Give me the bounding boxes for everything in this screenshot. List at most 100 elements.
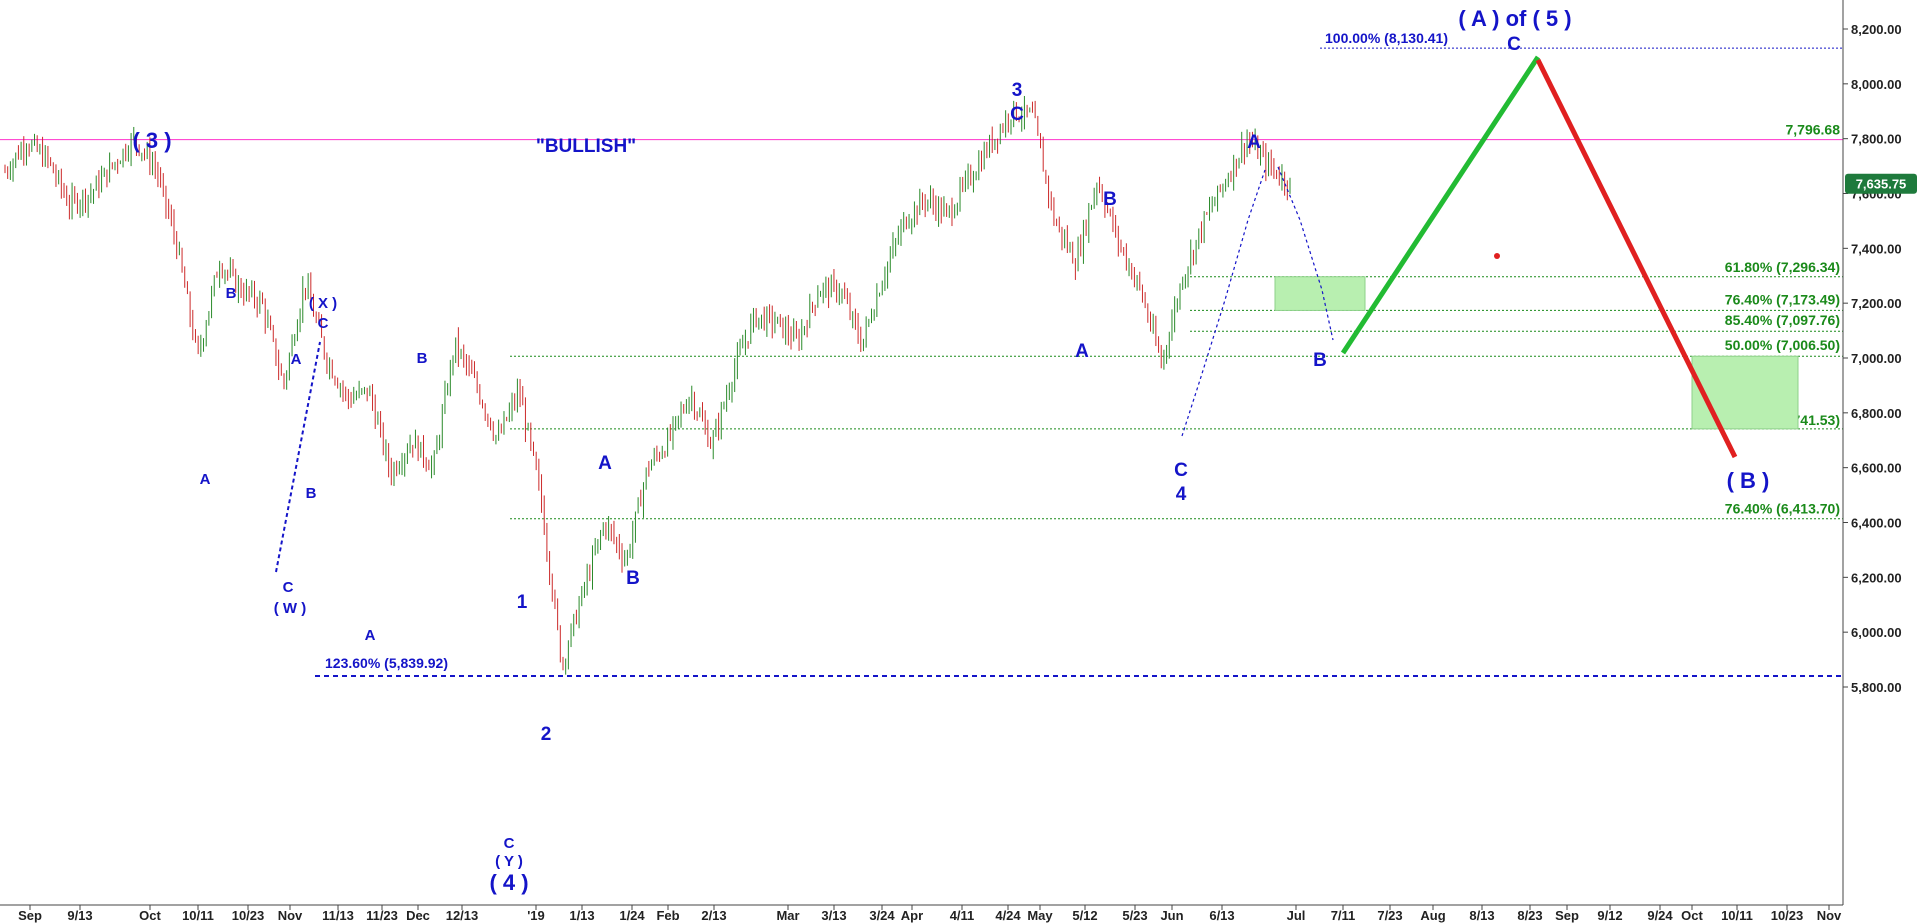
y-tick-label: 6,200.00	[1851, 570, 1902, 585]
y-tick: 7,400.00	[1843, 241, 1902, 256]
x-tick-label: 3/13	[821, 908, 846, 923]
x-tick-label: 1/24	[619, 908, 645, 923]
wave-label: A	[291, 351, 302, 368]
x-tick-label: 6/13	[1209, 908, 1234, 923]
x-tick-label: 5/23	[1122, 908, 1147, 923]
projected-up-leg	[1340, 55, 1541, 355]
wave-label: C	[1010, 104, 1024, 125]
x-tick-label: 11/13	[322, 908, 354, 923]
y-tick-label: 6,800.00	[1851, 406, 1902, 421]
y-tick: 6,400.00	[1843, 516, 1902, 531]
y-tick: 7,800.00	[1843, 132, 1902, 147]
fib-level-label: 76.40% (6,413.70)	[1725, 501, 1840, 517]
x-tick-label: 10/11	[182, 908, 214, 923]
y-tick: 6,600.00	[1843, 461, 1902, 476]
wave-label: 3	[1012, 80, 1023, 101]
x-tick-label: Nov	[1817, 908, 1842, 923]
red-dot-marker	[1494, 253, 1500, 259]
fib-level-label: 85.40% (7,097.76)	[1725, 312, 1840, 328]
x-tick-label: 10/23	[1771, 908, 1804, 923]
y-tick: 7,200.00	[1843, 296, 1902, 311]
wave-label: "BULLISH"	[536, 136, 636, 157]
x-axis: Sep 9/13 Oct 10/11 10/23 Nov 11/13 11/23 Dec 12/1…	[0, 904, 1843, 923]
y-axis: 5,800.00 6,000.00 6,200.00 6,400.00 6,600.00…	[1842, 0, 1917, 905]
wave-label: A	[365, 627, 376, 644]
x-tick-label: 4/24	[995, 908, 1021, 923]
wave-label: B	[626, 568, 640, 589]
x-tick-label: Mar	[776, 908, 799, 923]
x-tick-label: 1/13	[569, 908, 594, 923]
x-tick-label: 10/11	[1721, 908, 1753, 923]
x-tick-label: 9/13	[67, 908, 92, 923]
x-tick-label: Sep	[1555, 908, 1579, 923]
wave-label: 4	[1176, 484, 1187, 505]
wave-label: 1	[517, 592, 528, 613]
y-tick-label: 7,800.00	[1851, 132, 1902, 147]
wave-label: C	[283, 579, 294, 596]
y-tick-label: 6,600.00	[1851, 461, 1902, 476]
fib-level-label: 100.00% (8,130.41)	[1325, 30, 1448, 46]
x-tick-label: Jul	[1287, 908, 1306, 923]
y-tick: 5,800.00	[1843, 680, 1902, 695]
wave-label: ( 4 )	[489, 870, 528, 895]
x-tick-label: Apr	[901, 908, 923, 923]
wave-label: ( B )	[1727, 468, 1770, 493]
y-tick-label: 6,000.00	[1851, 625, 1902, 640]
x-tick-label: Nov	[278, 908, 303, 923]
x-tick-label: Jun	[1160, 908, 1183, 923]
y-tick: 6,200.00	[1843, 570, 1902, 585]
x-tick-label: Dec	[406, 908, 430, 923]
y-tick-label: 7,000.00	[1851, 351, 1902, 366]
x-tick-label: May	[1027, 908, 1053, 923]
wave-label: C	[318, 315, 329, 332]
last-price-badge	[1845, 173, 1917, 194]
y-tick-label: 5,800.00	[1851, 680, 1902, 695]
x-tick-label: 12/13	[446, 908, 479, 923]
x-tick-label: Feb	[656, 908, 679, 923]
fib-level-label: 7,796.68	[1786, 122, 1841, 138]
wave-label: C	[504, 835, 515, 852]
fib-level-label: 50.00% (7,006.50)	[1725, 337, 1840, 353]
target-zone-wave-b	[1691, 355, 1799, 430]
y-tick-label: 7,200.00	[1851, 296, 1902, 311]
wave-label: B	[226, 285, 237, 302]
projected-down-leg	[1535, 58, 1738, 459]
wave-label: A	[200, 471, 211, 488]
y-tick: 6,800.00	[1843, 406, 1902, 421]
wave-label: A	[598, 453, 612, 474]
candlestick-series	[4, 95, 1291, 675]
wave-label: ( Y )	[495, 853, 523, 870]
wave-label: A	[1075, 341, 1089, 362]
x-tick-label: '19	[527, 908, 545, 923]
last-price-label: 7,635.75	[1856, 177, 1907, 192]
y-tick-label: 7,400.00	[1851, 241, 1902, 256]
fib-level-label: 123.60% (5,839.92)	[325, 655, 448, 671]
wave-label: B	[417, 350, 428, 367]
x-tick-label: 8/13	[1469, 908, 1494, 923]
y-tick-label: 6,400.00	[1851, 516, 1902, 531]
wave-label: ( X )	[309, 295, 337, 312]
y-tick-label: 8,200.00	[1851, 22, 1902, 37]
y-tick: 7,000.00	[1843, 351, 1902, 366]
wave-label: B	[1313, 350, 1327, 371]
wave-label: B	[306, 485, 317, 502]
x-tick-label: 3/24	[869, 908, 895, 923]
x-tick-label: 11/23	[366, 908, 398, 923]
fib-level-label: 76.40% (7,173.49)	[1725, 291, 1840, 307]
x-tick-label: Sep	[18, 908, 42, 923]
projection-paths	[275, 55, 1738, 573]
x-tick-label: 7/23	[1377, 908, 1402, 923]
x-tick-label: 5/12	[1072, 908, 1097, 923]
x-tick-label: Oct	[1681, 908, 1703, 923]
dotted-projection-b	[1277, 166, 1334, 341]
x-tick-label: 2/13	[701, 908, 726, 923]
wave-label: ( W )	[274, 600, 306, 617]
x-tick-label: 4/11	[950, 908, 975, 923]
x-tick-label: Aug	[1420, 908, 1445, 923]
x-tick-label: 9/24	[1647, 908, 1673, 923]
wave-label: B	[1103, 189, 1117, 210]
x-tick-label: 8/23	[1517, 908, 1542, 923]
